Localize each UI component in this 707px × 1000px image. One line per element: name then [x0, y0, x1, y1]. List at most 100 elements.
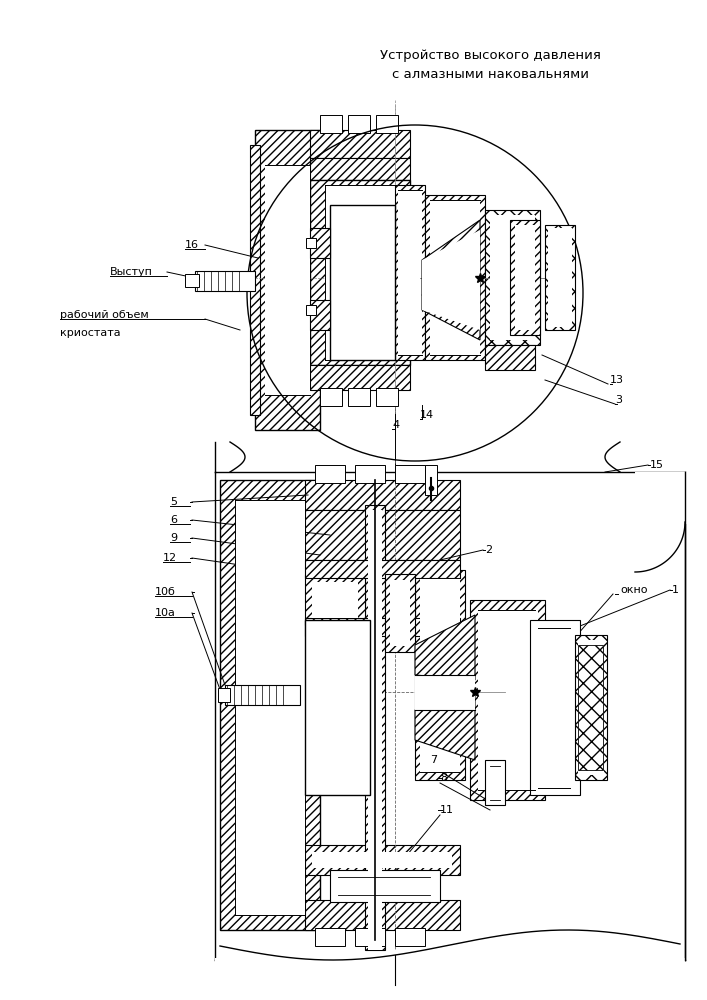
Text: 12: 12: [163, 553, 177, 563]
Bar: [578, 645, 603, 770]
Bar: [578, 640, 604, 775]
Bar: [395, 465, 425, 483]
Bar: [515, 225, 535, 330]
Bar: [235, 500, 305, 915]
Bar: [195, 271, 255, 291]
Bar: [398, 190, 422, 355]
Bar: [310, 300, 330, 330]
Text: с алмазными наковальнями: с алмазными наковальнями: [392, 68, 588, 82]
Text: 9: 9: [170, 533, 177, 543]
Bar: [310, 228, 330, 258]
Text: 13: 13: [610, 375, 624, 385]
Bar: [255, 130, 320, 430]
Text: 2: 2: [485, 545, 492, 555]
Bar: [338, 877, 432, 895]
Bar: [220, 480, 320, 930]
Bar: [348, 115, 370, 133]
Bar: [305, 845, 460, 875]
Text: 1: 1: [672, 585, 679, 595]
Bar: [310, 158, 410, 180]
Bar: [368, 510, 382, 950]
Bar: [305, 560, 460, 578]
Bar: [575, 635, 607, 780]
Bar: [425, 195, 485, 360]
Bar: [415, 675, 475, 710]
Bar: [425, 465, 437, 495]
Bar: [490, 215, 535, 340]
Bar: [305, 575, 365, 625]
Polygon shape: [422, 220, 480, 295]
Bar: [320, 115, 342, 133]
Bar: [330, 205, 395, 360]
Text: 10а: 10а: [155, 608, 176, 618]
Bar: [385, 574, 415, 652]
Bar: [310, 180, 410, 365]
Text: 4: 4: [392, 420, 399, 430]
Bar: [510, 220, 540, 335]
Text: 10б: 10б: [155, 587, 176, 597]
Text: окно: окно: [620, 585, 648, 595]
Polygon shape: [422, 230, 480, 330]
Bar: [312, 852, 452, 868]
Bar: [305, 480, 460, 510]
Bar: [325, 185, 395, 360]
Bar: [415, 570, 465, 780]
Bar: [320, 388, 342, 406]
Bar: [310, 365, 410, 390]
Polygon shape: [422, 295, 480, 340]
Bar: [305, 620, 370, 795]
Bar: [306, 238, 316, 248]
Text: Устройство высокого давления: Устройство высокого давления: [380, 48, 600, 62]
Text: рабочий объем: рабочий объем: [60, 310, 148, 320]
Bar: [312, 582, 358, 618]
Bar: [365, 505, 385, 950]
Polygon shape: [415, 615, 475, 680]
Text: 11: 11: [440, 805, 454, 815]
Bar: [548, 228, 572, 327]
Bar: [265, 165, 310, 395]
Text: Выступ: Выступ: [110, 267, 153, 277]
Text: 14: 14: [420, 410, 434, 420]
Text: 15: 15: [650, 460, 664, 470]
Bar: [215, 958, 685, 962]
Text: 7: 7: [430, 755, 437, 765]
Bar: [395, 185, 425, 360]
Bar: [306, 305, 316, 315]
Bar: [355, 928, 385, 946]
Text: 5: 5: [170, 497, 177, 507]
Bar: [310, 130, 410, 158]
Bar: [490, 766, 500, 800]
Bar: [348, 388, 370, 406]
Bar: [430, 200, 480, 355]
Bar: [315, 465, 345, 483]
Bar: [250, 145, 260, 415]
Bar: [538, 628, 573, 788]
Bar: [315, 928, 345, 946]
Bar: [395, 928, 425, 946]
Bar: [376, 115, 398, 133]
Bar: [218, 688, 230, 702]
Text: 16: 16: [185, 240, 199, 250]
Bar: [376, 388, 398, 406]
Bar: [330, 870, 440, 902]
Bar: [478, 610, 538, 790]
Text: 8: 8: [440, 773, 447, 783]
Bar: [305, 900, 460, 930]
Bar: [635, 472, 687, 524]
Bar: [305, 510, 460, 560]
Bar: [470, 600, 545, 800]
Bar: [390, 580, 410, 646]
Bar: [225, 685, 300, 705]
Bar: [530, 620, 580, 795]
Bar: [485, 210, 540, 345]
Bar: [485, 345, 535, 370]
Bar: [305, 618, 460, 636]
Bar: [185, 274, 199, 287]
Bar: [485, 760, 505, 805]
Text: 3: 3: [615, 395, 622, 405]
Bar: [420, 578, 460, 773]
Text: криостата: криостата: [60, 328, 121, 338]
Bar: [355, 465, 385, 483]
Bar: [545, 225, 575, 330]
Polygon shape: [415, 695, 475, 760]
